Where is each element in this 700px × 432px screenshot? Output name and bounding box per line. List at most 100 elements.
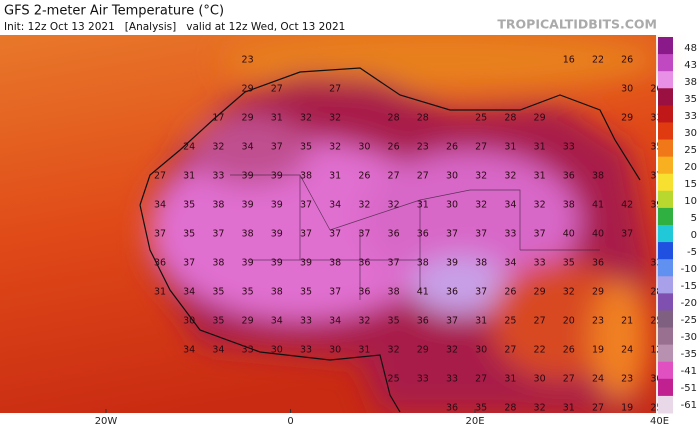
temperature-label: 39 [446, 258, 458, 269]
temperature-label: 32 [358, 200, 370, 211]
temperature-label: 37 [388, 258, 400, 269]
colorbar-segment [658, 276, 673, 294]
temperature-label: 16 [563, 55, 575, 66]
colorbar-label: 15 [684, 179, 697, 190]
map: 23 16 22 26 29 27 27 30 26 17 29 31 32 32 28 28 25 28 29 29… [0, 30, 662, 414]
colorbar-label: -30 [681, 332, 697, 343]
temperature-label: 19 [621, 403, 633, 414]
temperature-label: 32 [300, 113, 312, 124]
temperature-label: 27 [417, 171, 429, 182]
colorbar-label: 20 [684, 162, 697, 173]
colorbar-label: 35 [684, 94, 697, 105]
temperature-label: 33 [417, 374, 429, 385]
temperature-label: 39 [271, 229, 283, 240]
colorbar-label: 10 [684, 196, 697, 207]
temperature-label: 23 [417, 142, 429, 153]
colorbar-segment [658, 327, 673, 346]
temperature-label: 31 [154, 287, 166, 298]
colorbar-segment [658, 71, 673, 89]
temperature-label: 37 [475, 287, 487, 298]
temperature-label: 26 [650, 84, 662, 95]
temperature-label: 30 [650, 374, 662, 385]
temperature-label: 35 [475, 403, 487, 414]
temperature-label: 32 [446, 345, 458, 356]
temperature-label: 32 [563, 287, 575, 298]
colorbar-label: 38 [684, 77, 697, 88]
temperature-label: 39 [242, 258, 254, 269]
temperature-label: 33 [650, 258, 662, 269]
temperature-label: 26 [504, 287, 516, 298]
colorbar-label: -10 [681, 264, 697, 275]
temperature-label: 34 [183, 345, 195, 356]
temperature-label: 36 [154, 258, 166, 269]
temperature-label: 35 [300, 287, 312, 298]
temperature-label: 30 [271, 345, 283, 356]
temperature-label: 39 [300, 258, 312, 269]
temperature-label: 30 [475, 345, 487, 356]
temperature-label: 23 [242, 55, 254, 66]
temperature-label: 36 [417, 316, 429, 327]
colorbar-segment [658, 156, 673, 175]
temperature-label: 31 [271, 113, 283, 124]
temperature-label: 32 [504, 171, 516, 182]
temperature-label: 36 [388, 229, 400, 240]
temperature-label: 32 [329, 113, 341, 124]
colorbar-label: 30 [684, 128, 697, 139]
temperature-label: 39 [242, 200, 254, 211]
temperature-label: 38 [417, 258, 429, 269]
temperature-label: 32 [212, 142, 224, 153]
longitude-label: 0 [287, 416, 293, 427]
temperature-label: 25 [388, 374, 400, 385]
temperature-label: 17 [212, 113, 224, 124]
temperature-label: 37 [446, 229, 458, 240]
temperature-label: 32 [475, 171, 487, 182]
colorbar-segment [658, 105, 673, 123]
temperature-label: 25 [650, 316, 662, 327]
temperature-label: 36 [358, 258, 370, 269]
temperature-label: 12 [650, 345, 662, 356]
colorbar-segment [658, 378, 673, 397]
temperature-label: 35 [388, 316, 400, 327]
temperature-label: 28 [417, 113, 429, 124]
temperature-label: 39 [242, 171, 254, 182]
temperature-label: 30 [621, 84, 633, 95]
colorbar-label: -20 [681, 298, 697, 309]
temperature-label: 27 [592, 403, 604, 414]
colorbar-label: 5 [691, 213, 697, 224]
temperature-label: 30 [534, 374, 546, 385]
temperature-label: 35 [212, 316, 224, 327]
colorbar-segment [658, 310, 673, 329]
temperature-label: 26 [446, 142, 458, 153]
temperature-label: 28 [650, 287, 662, 298]
temperature-label: 26 [388, 142, 400, 153]
temperature-label: 33 [242, 345, 254, 356]
colorbar-label: -61 [681, 400, 697, 411]
temperature-label: 36 [592, 258, 604, 269]
colorbar-segment [658, 225, 673, 243]
header-bg [0, 0, 700, 35]
colorbar-label: -51 [681, 383, 697, 394]
temperature-label: 37 [358, 229, 370, 240]
temperature-label: 27 [271, 84, 283, 95]
temperature-label: 32 [388, 345, 400, 356]
temperature-label: 39 [271, 258, 283, 269]
colorbar-label: -5 [687, 247, 697, 258]
colorbar: 48 43 38 35 33 30 25 20 15 10 5 0 -5 -10 -15 -20 -25 -30 -… [658, 37, 697, 414]
temperature-label: 36 [358, 287, 370, 298]
longitude-label: 40E [650, 416, 669, 427]
colorbar-label: 33 [684, 111, 697, 122]
colorbar-segment [658, 139, 673, 158]
temperature-label: 37 [534, 229, 546, 240]
longitude-label: 20E [465, 416, 484, 427]
colorbar-label: 25 [684, 145, 697, 156]
temperature-label: 30 [446, 200, 458, 211]
temperature-label: 29 [242, 113, 254, 124]
temperature-label: 23 [592, 316, 604, 327]
colorbar-label: 0 [691, 230, 697, 241]
temperature-label: 31 [504, 142, 516, 153]
temperature-label: 33 [212, 171, 224, 182]
colorbar-label: -25 [681, 315, 697, 326]
footer-bg [0, 413, 700, 428]
temperature-label: 30 [358, 142, 370, 153]
